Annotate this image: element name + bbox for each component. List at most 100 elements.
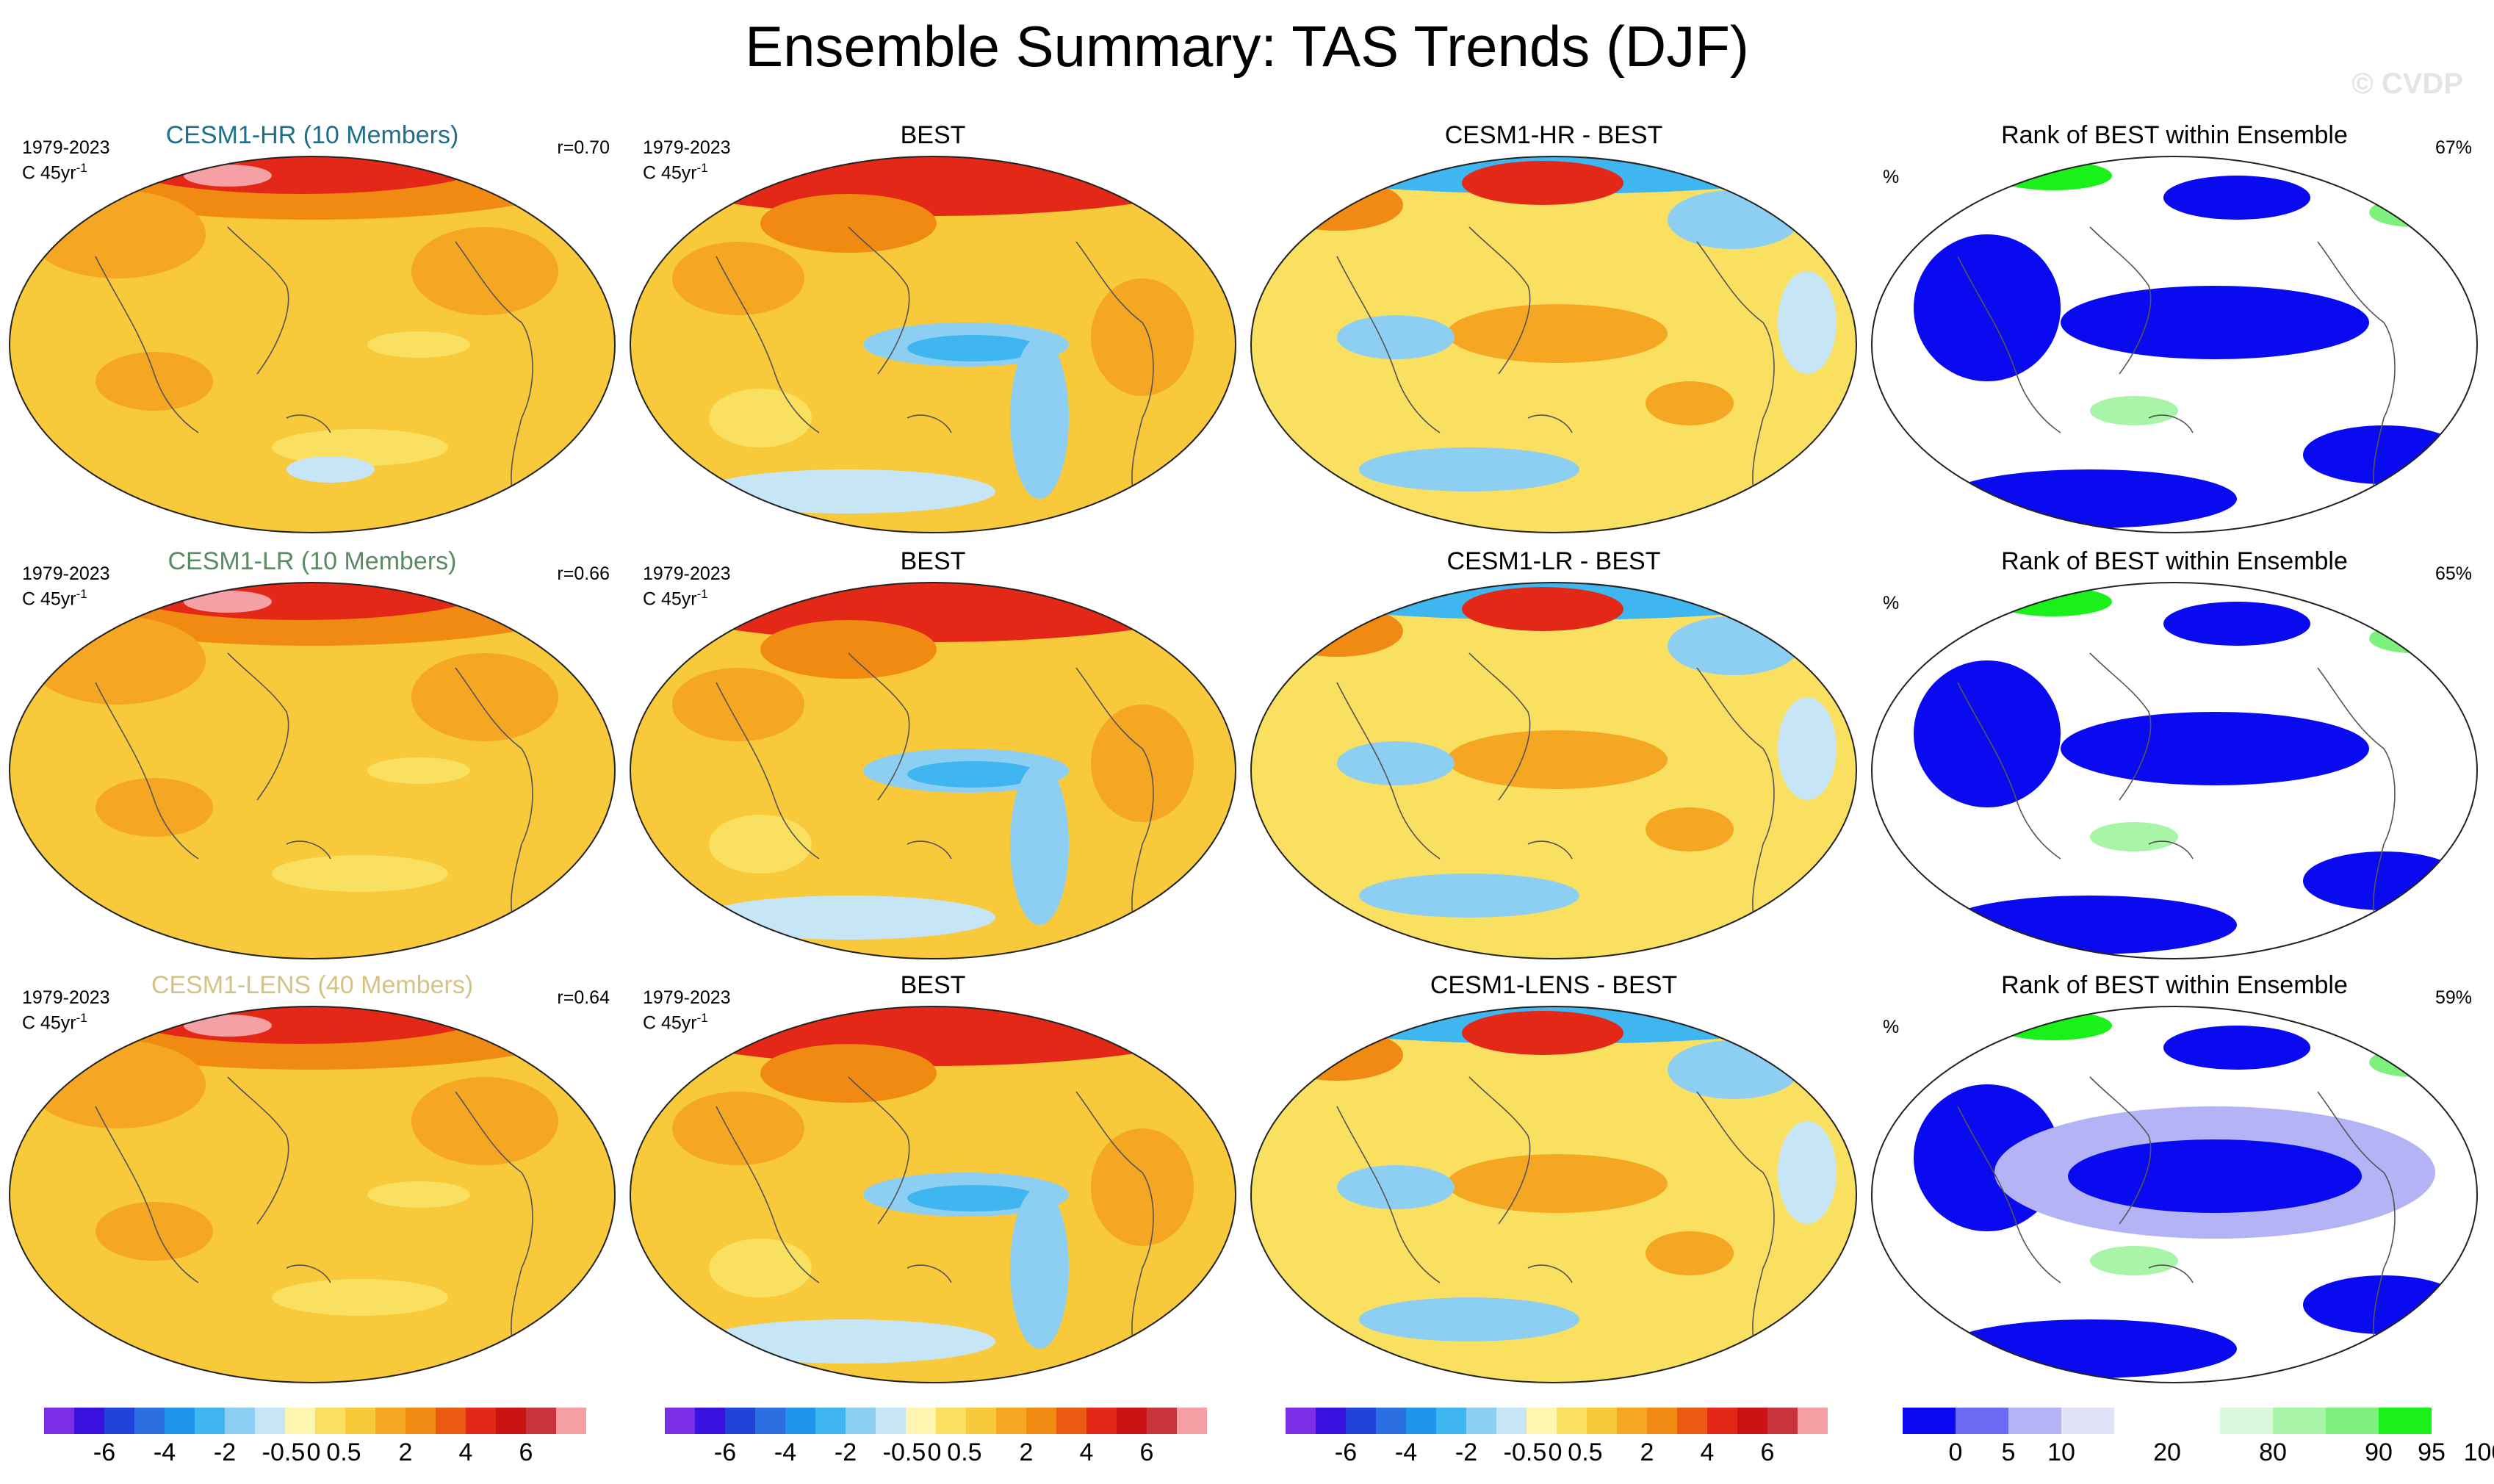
eurasia-warm: [29, 190, 206, 278]
north-low-rank: [2163, 1026, 2310, 1070]
colorbar-tick-label: -4: [153, 1438, 176, 1466]
units-exponent: -1: [76, 161, 87, 175]
southern-mild: [272, 1279, 448, 1316]
coast-australia: [907, 414, 952, 433]
southern-ocean-cool: [702, 896, 995, 940]
siberia-warm: [1462, 587, 1623, 631]
colorbar-swatch: [526, 1408, 556, 1434]
map-outline: [630, 582, 1236, 959]
coast-asia: [848, 652, 910, 801]
trend-colorbar-2: -6 -4 -2 -0.5 0 0.5 2 4 6: [665, 1408, 1223, 1474]
america-warm: [411, 1077, 558, 1165]
sp-warm: [1646, 1231, 1734, 1275]
pacific-mild: [367, 757, 470, 784]
colorbar-swatch: [1316, 1408, 1346, 1434]
panel-rank-row3: Rank of BEST within Ensemble% 59%: [1870, 971, 2479, 1383]
colorbar-swatch: [2326, 1408, 2379, 1434]
colorbar-swatches: [44, 1408, 586, 1434]
africa-warm: [672, 1092, 804, 1165]
panel-obs-row3: BEST 1979-2023 C 45yr-1: [628, 971, 1238, 1383]
colorbar-tick-label: 0.5: [1568, 1438, 1603, 1466]
colorbar-tick-label: 20: [2153, 1438, 2181, 1466]
coast-africa-europe: [1336, 256, 1441, 433]
units-exponent: -1: [696, 1011, 708, 1025]
colorbar-tick-label: -4: [774, 1438, 797, 1466]
map-field: [10, 156, 615, 533]
indian-low-rank: [1914, 660, 2061, 807]
colorbar-swatch: [846, 1408, 876, 1434]
colorbar-swatch: [285, 1408, 315, 1434]
obs-map: [630, 156, 1236, 533]
siberia-warm: [1462, 161, 1623, 205]
colorbar-swatch: [755, 1408, 785, 1434]
colorbar-swatch: [1056, 1408, 1086, 1434]
trend-colorbar-1: -6 -4 -2 -0.5 0 0.5 2 4 6: [44, 1408, 602, 1474]
coast-asia: [1468, 652, 1531, 801]
southern-ocean-cool: [702, 1319, 995, 1364]
colorbar-swatch: [1587, 1408, 1617, 1434]
panel-title: Rank of BEST within Ensemble: [2001, 547, 2348, 575]
period-label: 1979-2023: [22, 987, 110, 1008]
rank-map: [1871, 1006, 2478, 1383]
panel-title: CESM1-HR (10 Members): [165, 121, 459, 149]
colorbar-tick-label: -0.5: [1503, 1438, 1547, 1466]
map-field: [1251, 156, 1856, 533]
north-low-rank: [2163, 602, 2310, 646]
colorbar-swatches: [1286, 1408, 1828, 1434]
panel-rank-row2: Rank of BEST within Ensemble% 65%: [1870, 547, 2479, 959]
panel-title: CESM1-LENS (40 Members): [151, 971, 474, 999]
arctic-hot-band: [630, 1006, 1236, 1066]
na-high-rank: [2369, 198, 2457, 227]
units-text: C 45yr: [22, 162, 76, 184]
model-map: [9, 156, 616, 533]
colorbar-tick-label: -0.5: [882, 1438, 926, 1466]
diff-map: [1250, 1006, 1857, 1383]
southern-low-rank: [1943, 896, 2237, 954]
units-label: C 45yr-1: [22, 158, 110, 183]
pacific-low-core: [2068, 1139, 2362, 1213]
colorbar-swatch: [1617, 1408, 1647, 1434]
coast-americas: [2317, 1091, 2396, 1350]
units-label: C 45yr-1: [643, 158, 731, 183]
map-outline: [1250, 156, 1857, 533]
coast-australia: [1527, 414, 1573, 433]
coast-australia: [2148, 1264, 2194, 1283]
colorbar-swatch: [1406, 1408, 1436, 1434]
trend-colorbar-3: -6 -4 -2 -0.5 0 0.5 2 4 6: [1286, 1408, 1844, 1474]
coast-africa-europe: [716, 256, 820, 433]
coast-africa-europe: [1957, 682, 2061, 860]
colorbar-swatch: [906, 1408, 936, 1434]
map-outline: [9, 1006, 616, 1383]
south-america-warm: [1091, 705, 1194, 822]
colorbar-swatch: [165, 1408, 195, 1434]
units-exponent: -1: [696, 587, 708, 601]
south-america-warm: [1091, 1128, 1194, 1246]
coast-americas: [2317, 667, 2396, 926]
europe-warm: [1271, 605, 1403, 657]
colorbar-swatch: [815, 1408, 846, 1434]
panel-model-row2: CESM1-LR (10 Members) 1979-2023 C 45yr-1 r=…: [7, 547, 617, 959]
panel-rank-row1: Rank of BEST within Ensemble% 67%: [1870, 121, 2479, 533]
colorbar-swatch: [134, 1408, 165, 1434]
coast-americas: [2317, 241, 2396, 500]
colorbar-swatch: [725, 1408, 755, 1434]
panel-title: BEST: [900, 121, 966, 149]
colorbar-swatch: [2220, 1408, 2273, 1434]
colorbar-swatch: [556, 1408, 586, 1434]
pacific-low-rank: [2061, 712, 2369, 785]
eurasia-warm: [29, 1040, 206, 1128]
pacific-warm: [1447, 304, 1668, 363]
coast-asia: [227, 652, 289, 801]
coast-americas: [1696, 667, 1775, 926]
coast-australia: [2148, 840, 2194, 860]
eurasia-warm: [760, 194, 937, 253]
colorbar-tick-label: -2: [1455, 1438, 1478, 1466]
period-units-label: 1979-2023 C 45yr-1: [22, 563, 110, 609]
colorbar-tick-label: 0.5: [947, 1438, 982, 1466]
colorbar-swatch: [1147, 1408, 1177, 1434]
colorbar-tick-label: -2: [213, 1438, 237, 1466]
units-label: C 45yr-1: [22, 584, 110, 609]
arctic-hot-band: [630, 156, 1236, 216]
colorbar-tick-label: 5: [2001, 1438, 2016, 1466]
period-label: 1979-2023: [643, 563, 731, 584]
